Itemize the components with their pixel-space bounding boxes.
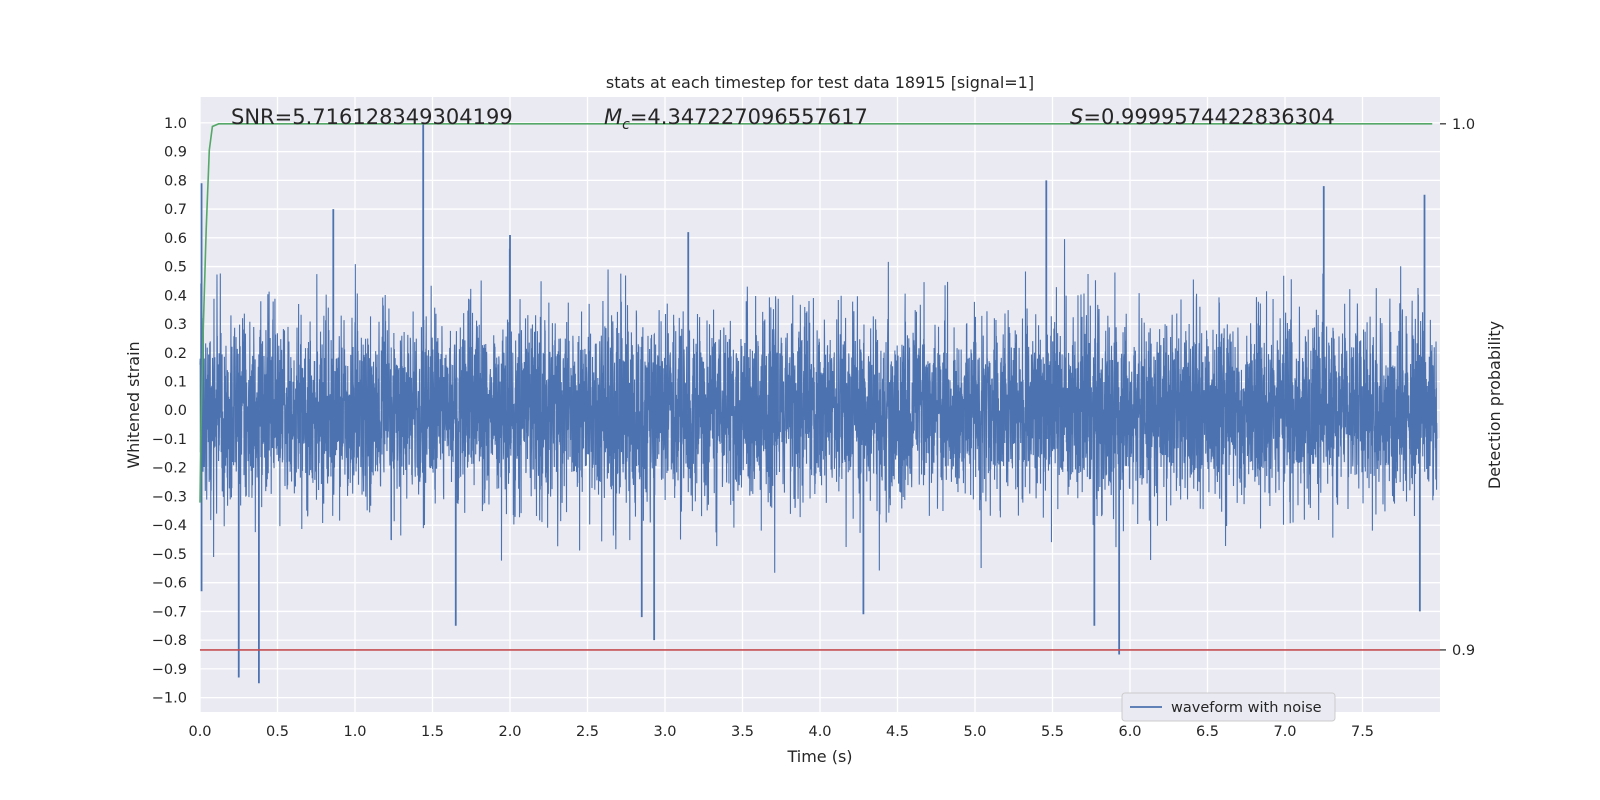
score-value: =0.9999574422836304 [1083, 105, 1334, 129]
legend: waveform with noise [1121, 692, 1336, 722]
x-tick-label: 0.0 [188, 724, 211, 740]
y-tick-label: −0.7 [152, 604, 187, 620]
y-tick-label: 0.9 [164, 145, 187, 161]
x-tick-label: 6.0 [1118, 724, 1141, 740]
snr-annotation: SNR=5.716128349304199 [231, 105, 513, 129]
x-tick-label: 1.5 [421, 724, 444, 740]
y-tick-label: −0.2 [152, 461, 187, 477]
x-tick-label: 2.0 [498, 724, 521, 740]
legend-box [1121, 692, 1336, 722]
y-tick-label: −0.5 [152, 547, 187, 563]
y-tick-label: −0.6 [152, 576, 187, 592]
x-tick-label: 7.5 [1351, 724, 1374, 740]
x-tick-label: 4.5 [886, 724, 909, 740]
y-tick-label: 0.4 [164, 288, 187, 304]
x-axis-label: Time (s) [786, 747, 852, 766]
x-tick-label: 5.0 [963, 724, 986, 740]
score-symbol: S [1070, 105, 1083, 129]
x-tick-label: 5.5 [1041, 724, 1064, 740]
x-tick-label: 3.5 [731, 724, 754, 740]
chart-title: stats at each timestep for test data 189… [606, 73, 1034, 92]
detection-probability-line [199, 123, 1433, 503]
y-tick-label: 0.5 [164, 260, 187, 276]
y2-axis-label: Detection probability [1485, 321, 1504, 489]
score-annotation: S=0.9999574422836304 [1070, 105, 1335, 129]
y-tick-label: −0.1 [152, 432, 187, 448]
y-tick-label: 0.2 [164, 346, 187, 362]
y-tick-label: 0.0 [164, 403, 187, 419]
chirp-mass-value: =4.347227096557617 [630, 105, 868, 129]
y-tick-label: −0.3 [152, 489, 187, 505]
x-tick-label: 7.0 [1273, 724, 1296, 740]
y-tick-label: −0.9 [152, 662, 187, 678]
y-tick-label: 0.1 [164, 375, 187, 391]
x-tick-label: 6.5 [1196, 724, 1219, 740]
y-axis-label: Whitened strain [124, 341, 143, 468]
x-tick-label: 3.0 [653, 724, 676, 740]
y-tick-label: 1.0 [164, 116, 187, 132]
y-tick-label: −0.4 [152, 518, 187, 534]
y-tick-label: 0.6 [164, 231, 187, 247]
chirp-mass-symbol: M [604, 105, 622, 129]
chirp-mass-subscript: c [622, 117, 630, 133]
y-tick-label: 0.7 [164, 202, 187, 218]
x-tick-label: 4.0 [808, 724, 831, 740]
series-layer [199, 122, 1440, 684]
y2-tick-label: 0.9 [1452, 643, 1475, 659]
x-tick-label: 0.5 [266, 724, 289, 740]
y2-tick-label: 1.0 [1452, 117, 1475, 133]
waveform-line [199, 239, 1438, 573]
x-tick-label: 2.5 [576, 724, 599, 740]
chirp-mass-annotation: Mc=4.347227096557617 [604, 105, 868, 133]
y-tick-label: −0.8 [152, 633, 187, 649]
x-tick-label: 1.0 [343, 724, 366, 740]
y-tick-label: −1.0 [152, 691, 187, 707]
tick-labels: 0.0 0.5 1.0 1.5 2.0 2.5 3.0 3.5 4.0 4.5 5.0 5.5 6.0 6… [152, 116, 1475, 740]
legend-label-waveform: waveform with noise [1171, 700, 1322, 716]
y-tick-label: 0.8 [164, 173, 187, 189]
y-tick-label: 0.3 [164, 317, 187, 333]
